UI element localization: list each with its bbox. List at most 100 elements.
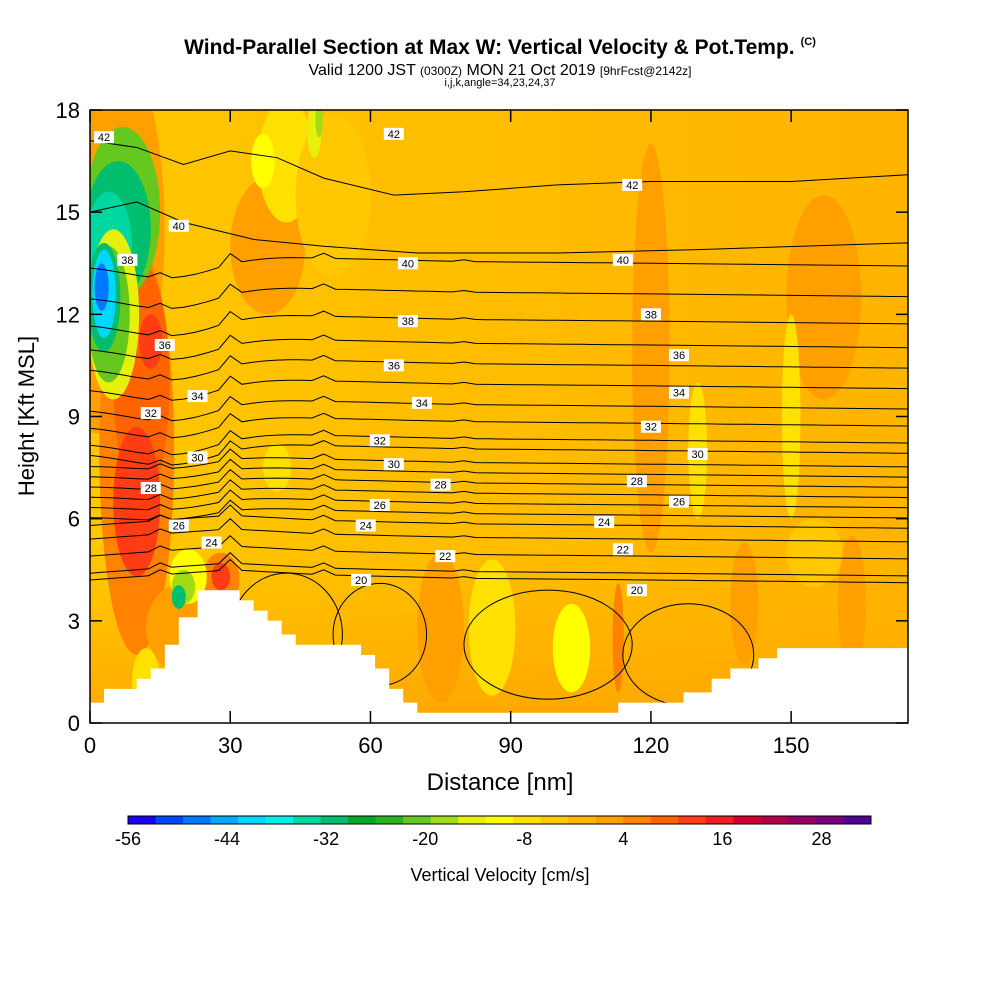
contour-label: 38 <box>117 253 138 267</box>
velocity-cell <box>730 542 759 666</box>
colorbar-swatch <box>238 816 267 824</box>
contour-label-text: 32 <box>374 435 386 447</box>
contour-label-box <box>612 543 633 556</box>
contour-label-box <box>622 178 643 191</box>
x-tick-label: 150 <box>773 733 810 758</box>
theta-contour <box>90 412 908 439</box>
contour-label-box <box>397 315 418 328</box>
colorbar-swatch <box>733 816 762 824</box>
contour-label-text: 38 <box>121 255 133 267</box>
velocity-field <box>90 110 908 723</box>
contour-label-text: 40 <box>173 221 185 233</box>
contour-label-box <box>612 253 633 266</box>
colorbar-tick-label: -32 <box>313 829 339 849</box>
colorbar: -56 -44 -32 -20 -8 4 16 28 <box>115 815 872 849</box>
velocity-cell <box>468 559 516 696</box>
contour-label: 20 <box>351 573 372 587</box>
colorbar-swatch <box>265 816 294 824</box>
valid-utc: (0300Z) <box>420 64 463 78</box>
section-params: i,j,k,angle=34,23,24,37 <box>444 77 556 89</box>
velocity-cell <box>552 603 591 693</box>
contour-label: 36 <box>383 359 404 372</box>
contour-label-box <box>383 127 404 140</box>
contour-label-box <box>383 359 404 372</box>
colorbar-label: Vertical Velocity [cm/s] <box>410 865 589 885</box>
colorbar-swatch <box>650 816 679 824</box>
contour-label: 38 <box>640 308 661 321</box>
contour-label-text: 26 <box>374 500 386 512</box>
contour-label: 40 <box>612 253 633 267</box>
chart-title-text: Wind-Parallel Section at Max W: Vertical… <box>184 36 795 59</box>
contour-label-box <box>640 308 661 321</box>
contour-label: 26 <box>168 519 189 532</box>
theta-contour <box>90 458 908 480</box>
contour-label: 42 <box>94 131 115 144</box>
theta-contour <box>90 283 908 309</box>
contour-label-box <box>383 458 404 471</box>
velocity-cell <box>632 144 670 553</box>
contour-label-box <box>668 495 689 508</box>
colorbar-tick-label: -56 <box>115 829 141 849</box>
contour-label: 30 <box>383 458 404 471</box>
contour-label-text: 26 <box>673 497 685 509</box>
contour-label-box <box>626 584 647 597</box>
contour-label: 26 <box>668 495 689 509</box>
x-tick-label: 30 <box>218 733 242 758</box>
contour-label-box <box>187 390 208 403</box>
colorbar-swatch <box>320 816 349 824</box>
contour-label-text: 20 <box>355 575 367 587</box>
contour-label-box <box>626 475 647 488</box>
copyright-mark: (C) <box>800 36 816 48</box>
colorbar-tick-label: -8 <box>516 829 532 849</box>
contour-label-text: 40 <box>617 255 629 267</box>
theta-contour <box>90 334 908 360</box>
contour-label-box <box>668 386 689 399</box>
contour-label-text: 30 <box>191 452 203 464</box>
contour-label-box <box>640 420 661 433</box>
contour-label-box <box>168 219 189 232</box>
contour-label: 40 <box>397 257 418 270</box>
theta-contour <box>90 479 908 501</box>
colorbar-swatch <box>815 816 844 824</box>
velocity-cell <box>315 110 323 138</box>
colorbar-swatch <box>760 816 789 824</box>
contour-label: 36 <box>668 349 689 362</box>
theta-contour <box>90 504 908 529</box>
colorbar-swatch <box>155 816 184 824</box>
contour-label-text: 42 <box>388 129 400 141</box>
y-tick-label: 12 <box>56 302 80 327</box>
x-tick-label: 0 <box>84 733 96 758</box>
contour-label: 24 <box>355 519 376 532</box>
x-tick-label: 120 <box>633 733 670 758</box>
contour-label: 40 <box>168 219 189 233</box>
contour-label: 32 <box>640 420 661 434</box>
contour-label-text: 28 <box>631 476 643 488</box>
colorbar-swatch <box>183 816 212 824</box>
contour-label-box <box>369 434 390 447</box>
colorbar-swatch <box>458 816 487 824</box>
contour-label-text: 38 <box>402 316 414 328</box>
colorbar-tick-label: 28 <box>811 829 831 849</box>
y-tick-label: 15 <box>56 200 80 225</box>
x-tick-label: 60 <box>358 733 382 758</box>
contour-label: 24 <box>201 536 222 550</box>
colorbar-tick-label: -44 <box>214 829 240 849</box>
contour-label-text: 32 <box>645 422 657 434</box>
theta-contour <box>90 252 908 279</box>
theta-contour <box>90 201 908 254</box>
y-tick-label: 9 <box>68 405 80 430</box>
colorbar-tick-label: 4 <box>618 829 628 849</box>
colorbar-swatch <box>348 816 377 824</box>
contour-label-text: 22 <box>617 544 629 556</box>
y-axis-label: Height [Kft MSL] <box>14 336 39 496</box>
theta-contour <box>90 375 908 401</box>
theta-contour <box>90 310 908 337</box>
contour-label-text: 38 <box>645 309 657 321</box>
contour-label-box <box>154 338 175 351</box>
contour-label-text: 34 <box>416 398 428 410</box>
y-tick-label: 6 <box>68 507 80 532</box>
velocity-cell <box>171 585 186 609</box>
colorbar-swatch <box>843 816 872 824</box>
contour-label-box <box>397 257 418 270</box>
